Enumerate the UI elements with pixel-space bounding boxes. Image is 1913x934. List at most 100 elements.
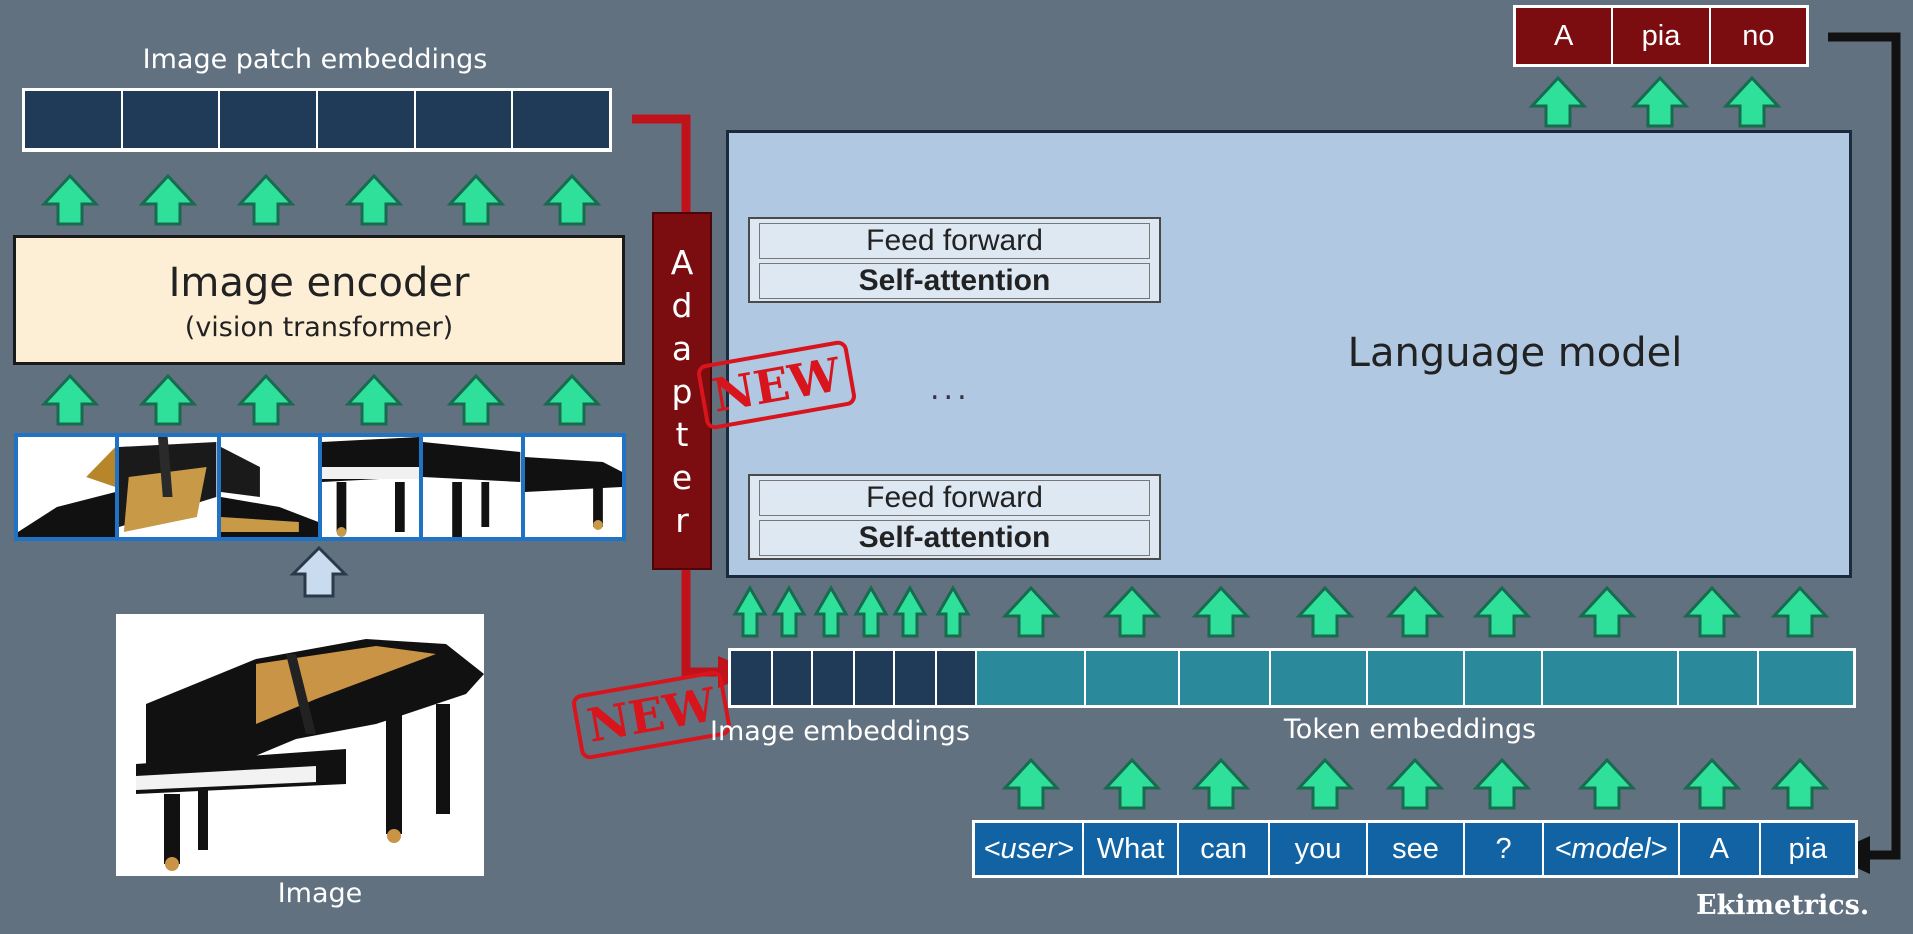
patch-embeddings-label: Image patch embeddings xyxy=(142,44,488,75)
arrow-up xyxy=(346,374,402,426)
image-encoder-title: Image encoder xyxy=(168,260,470,306)
image-embedding-cell xyxy=(852,651,894,705)
adapter-letter: e xyxy=(671,457,693,497)
feedback-path xyxy=(1828,32,1901,860)
arrow-up xyxy=(238,374,294,426)
image-label: Image xyxy=(277,878,363,909)
arrow-up xyxy=(1684,758,1740,810)
output-token: no xyxy=(1708,8,1806,64)
output-token: A xyxy=(1516,8,1612,64)
token-embeddings-label: Token embeddings xyxy=(1283,714,1537,745)
arrow-up xyxy=(1772,758,1828,810)
arrow-up xyxy=(1193,586,1249,638)
token-embedding-cell xyxy=(1676,651,1758,705)
patch-embeddings-row xyxy=(22,88,612,152)
arrow-up xyxy=(1724,76,1780,128)
arrow-up xyxy=(1632,76,1688,128)
arrow-up xyxy=(1684,586,1740,638)
token-embedding-cell xyxy=(1541,651,1677,705)
image-encoder-box: Image encoder (vision transformer) xyxy=(13,235,625,365)
image-patch xyxy=(419,437,521,537)
patch-embedding-cell xyxy=(316,91,414,148)
embeddings-row xyxy=(728,648,1856,708)
patch-embedding-cell xyxy=(413,91,512,148)
adapter-letter: a xyxy=(671,328,693,368)
arrow-up xyxy=(772,586,806,638)
arrow-up xyxy=(238,174,294,226)
patch-embedding-cell xyxy=(218,91,317,148)
image-patch xyxy=(520,437,622,537)
input-token: can xyxy=(1176,823,1269,875)
arrow-up xyxy=(733,586,767,638)
token-embedding-cell xyxy=(1757,651,1853,705)
image-patches-row xyxy=(14,433,626,541)
feed-forward-block: Feed forward xyxy=(759,480,1150,516)
token-embedding-cell xyxy=(975,651,1085,705)
adapter-letter: p xyxy=(671,371,693,411)
arrow-up xyxy=(936,586,970,638)
arrow-up xyxy=(448,374,504,426)
adapter-block: A d a p t e r xyxy=(652,212,712,570)
input-image xyxy=(116,614,484,876)
transformer-layer-bottom: Feed forward Self-attention xyxy=(748,474,1161,560)
image-to-patches-arrow xyxy=(289,545,349,598)
feed-forward-block: Feed forward xyxy=(759,223,1150,259)
input-token: A xyxy=(1678,823,1759,875)
piano-illustration xyxy=(136,639,484,871)
arrow-up xyxy=(448,174,504,226)
patch-embedding-cell xyxy=(25,91,121,148)
image-embedding-cell xyxy=(731,651,771,705)
image-embedding-cell xyxy=(893,651,935,705)
arrow-up xyxy=(140,174,196,226)
arrow-up xyxy=(140,374,196,426)
arrow-up xyxy=(1387,758,1443,810)
patch-embedding-cell xyxy=(120,91,219,148)
image-embedding-cell xyxy=(770,651,812,705)
arrow-up xyxy=(1104,758,1160,810)
arrow-up xyxy=(42,374,98,426)
arrow-up xyxy=(814,586,848,638)
arrow-up xyxy=(1387,586,1443,638)
input-token: see xyxy=(1365,823,1464,875)
input-token: you xyxy=(1268,823,1366,875)
arrow-up xyxy=(1579,758,1635,810)
image-patch xyxy=(18,437,116,537)
arrow-up xyxy=(544,374,600,426)
adapter-letter: t xyxy=(675,414,689,454)
image-embedding-cell xyxy=(811,651,853,705)
arrow-up xyxy=(544,174,600,226)
image-encoder-subtitle: (vision transformer) xyxy=(184,312,454,343)
language-model-title: Language model xyxy=(1347,330,1683,376)
arrow-up xyxy=(893,586,927,638)
input-token: What xyxy=(1082,823,1177,875)
input-token: pia xyxy=(1758,823,1856,875)
arrow-up xyxy=(42,174,98,226)
token-embedding-cell xyxy=(1084,651,1179,705)
image-embedding-cell xyxy=(934,651,976,705)
token-embedding-cell xyxy=(1178,651,1270,705)
input-tokens-row: <user> What can you see ? <model> A pia xyxy=(972,820,1858,878)
token-embedding-cell xyxy=(1463,651,1542,705)
arrow-up xyxy=(1530,76,1586,128)
arrow-up xyxy=(1772,586,1828,638)
self-attention-block: Self-attention xyxy=(759,263,1150,299)
arrow-up xyxy=(346,174,402,226)
arrow-up xyxy=(1193,758,1249,810)
image-patch xyxy=(115,437,217,537)
output-tokens-row: A pia no xyxy=(1513,5,1809,67)
arrow-up xyxy=(1579,586,1635,638)
arrow-up xyxy=(1474,758,1530,810)
arrow-up xyxy=(1003,758,1059,810)
image-patch xyxy=(216,437,318,537)
adapter-letter: d xyxy=(671,285,693,325)
adapter-letter: r xyxy=(675,500,689,540)
transformer-layer-top: Feed forward Self-attention xyxy=(748,217,1161,303)
adapter-letter: A xyxy=(670,242,694,282)
brand-logo: Ekimetrics. xyxy=(1696,890,1870,921)
patch-embedding-cell xyxy=(511,91,610,148)
arrow-up xyxy=(1104,586,1160,638)
input-token: <user> xyxy=(975,823,1083,875)
token-embedding-cell xyxy=(1366,651,1464,705)
arrow-up xyxy=(1297,758,1353,810)
image-patch xyxy=(317,437,420,537)
